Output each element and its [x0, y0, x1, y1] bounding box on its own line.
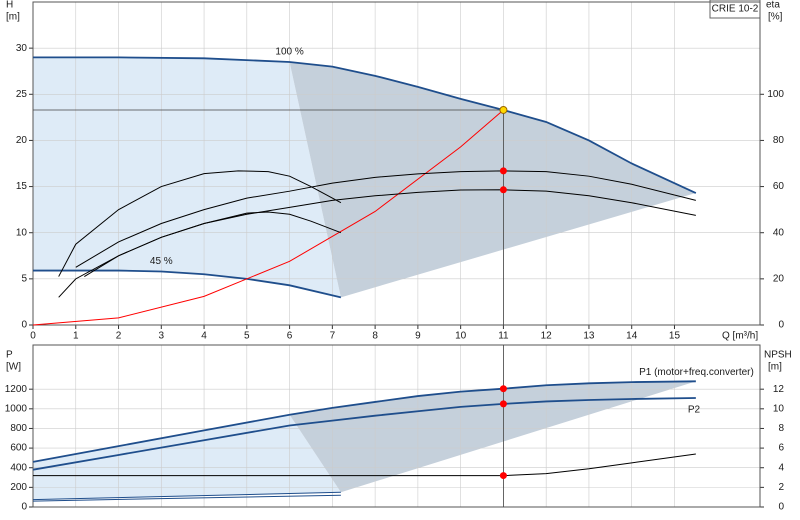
curve-label: 100 % [275, 47, 303, 58]
curve [58, 211, 342, 298]
y-tick-label: 1000 [5, 403, 28, 414]
y2-tick-label: 10 [773, 403, 785, 414]
curve [32, 109, 504, 326]
y2-label: eta [766, 0, 780, 11]
x-tick-label: 0 [30, 331, 36, 342]
y-label: H [6, 0, 13, 11]
y2-tick-label: 8 [778, 423, 784, 434]
y-tick-label: 30 [16, 43, 28, 54]
x-tick-label: 10 [455, 331, 467, 342]
operating-point [499, 385, 507, 393]
operating-area [289, 61, 696, 298]
curve [33, 56, 697, 194]
chart-title: CRIE 10-2 [712, 4, 759, 15]
curve [32, 494, 341, 502]
x-tick-label: 14 [626, 331, 638, 342]
curve [75, 170, 696, 268]
curve [33, 453, 696, 477]
x-tick-label: 12 [541, 331, 553, 342]
y-tick-label: 10 [16, 227, 28, 238]
operating-point [499, 167, 507, 175]
curve-label: P1 (motor+freq.converter) [639, 367, 754, 378]
y2-tick-label: 12 [773, 384, 785, 395]
y-tick-label: 20 [16, 135, 28, 146]
y2-tick-label: 4 [778, 462, 784, 473]
y2-tick-label: 2 [778, 482, 784, 493]
y-label: P [6, 350, 13, 361]
x-tick-label: 11 [498, 331, 509, 342]
x-tick-label: 5 [244, 331, 250, 342]
plot-frame [32, 344, 761, 508]
operating-point [499, 186, 507, 194]
x-tick-label: 7 [330, 331, 336, 342]
x-tick-label: 6 [287, 331, 293, 342]
operating-area [33, 57, 341, 298]
x-tick-label: 15 [669, 331, 681, 342]
y2-tick-label: 6 [778, 443, 784, 454]
y2-tick-label: 80 [773, 135, 785, 146]
x-tick-label: 8 [372, 331, 378, 342]
x-label: Q [m³/h] [722, 331, 758, 342]
y2-tick-label: 60 [773, 181, 785, 192]
curve [33, 269, 342, 299]
y-tick-label: 400 [10, 462, 27, 473]
y2-unit: [m] [768, 362, 782, 373]
x-tick-label: 4 [201, 331, 207, 342]
y-tick-label: 1200 [5, 384, 28, 395]
curve-label: P2 [688, 405, 701, 416]
y-tick-label: 0 [21, 320, 27, 331]
operating-point [499, 105, 508, 114]
curve [32, 397, 696, 471]
y2-tick-label: 0 [778, 320, 784, 331]
y2-label: NPSH [764, 350, 792, 361]
y2-unit: [%] [768, 12, 783, 23]
curve [32, 380, 696, 463]
operating-point [499, 400, 507, 408]
y-tick-label: 600 [10, 443, 27, 454]
plot-frame [32, 1, 761, 326]
y-unit: [W] [6, 362, 21, 373]
y-unit: [m] [6, 12, 20, 23]
x-tick-label: 3 [159, 331, 165, 342]
y-tick-label: 200 [10, 482, 27, 493]
y2-tick-label: 20 [773, 273, 785, 284]
operating-area [33, 414, 341, 500]
x-tick-label: 9 [415, 331, 421, 342]
curve [32, 491, 341, 501]
y2-tick-label: 100 [767, 89, 784, 100]
x-tick-label: 2 [116, 331, 122, 342]
y-tick-label: 5 [21, 273, 27, 284]
y-tick-label: 0 [21, 502, 27, 513]
y-tick-label: 800 [10, 423, 27, 434]
curve [58, 170, 342, 277]
y-tick-label: 15 [16, 181, 28, 192]
y2-tick-label: 40 [773, 227, 785, 238]
y-tick-label: 25 [16, 89, 28, 100]
curve-label: 45 % [150, 256, 173, 267]
x-tick-label: 13 [583, 331, 595, 342]
operating-point [499, 472, 507, 480]
y2-tick-label: 0 [778, 502, 784, 513]
x-tick-label: 1 [73, 331, 79, 342]
